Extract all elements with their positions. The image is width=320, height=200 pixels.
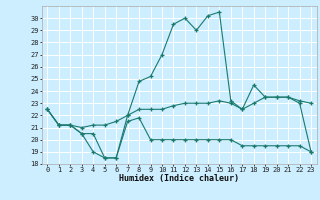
X-axis label: Humidex (Indice chaleur): Humidex (Indice chaleur) <box>119 174 239 183</box>
